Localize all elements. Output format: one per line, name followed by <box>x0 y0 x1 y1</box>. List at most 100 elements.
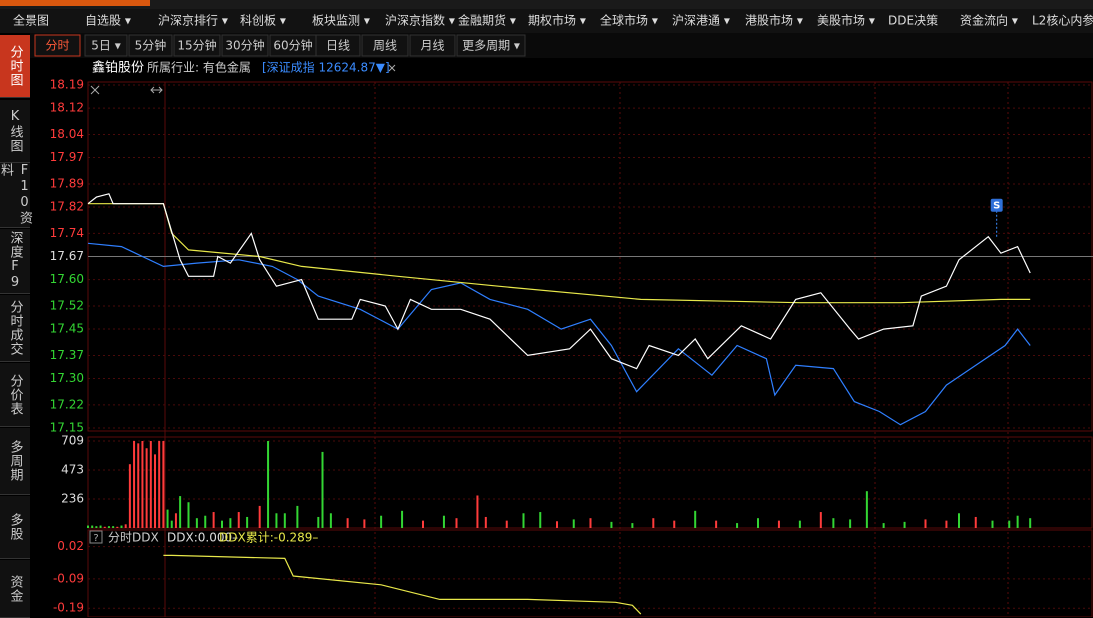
menu-item[interactable]: L2核心内参 <box>1032 13 1093 28</box>
volume-bar <box>832 518 835 528</box>
top-strip <box>0 0 1093 9</box>
volume-bar <box>91 525 94 528</box>
volume-bar <box>154 454 156 528</box>
volume-bar <box>141 441 144 528</box>
period-label[interactable]: 分时 <box>45 39 69 53</box>
period-label[interactable]: 15分钟 <box>177 38 216 53</box>
side-tab[interactable]: 深度F9 <box>0 229 30 294</box>
menu-bar <box>0 9 1093 33</box>
period-tab[interactable] <box>84 34 128 57</box>
help-icon-glyph: ? <box>93 533 98 544</box>
y-tick-label: 17.67 <box>50 249 84 263</box>
side-tab[interactable]: 分时成交 <box>0 295 30 362</box>
volume-bar <box>204 515 207 528</box>
signal-label: S <box>993 201 1000 212</box>
menu-item[interactable]: 美股市场 ▾ <box>817 13 875 28</box>
menu-item[interactable]: 沪深京指数 ▾ <box>385 13 455 28</box>
y-tick-label: 17.37 <box>50 348 84 362</box>
period-tab[interactable] <box>173 34 221 57</box>
volume-bar <box>849 519 852 528</box>
volume-bar <box>275 513 278 528</box>
menu-item[interactable]: 科创板 ▾ <box>240 14 286 28</box>
volume-bar <box>107 526 110 528</box>
period-label[interactable]: 5日 ▾ <box>91 39 120 53</box>
y-tick-label: 17.74 <box>50 226 84 240</box>
menu-item[interactable]: DDE决策 <box>888 14 938 28</box>
volume-bar <box>589 518 592 528</box>
help-icon[interactable] <box>89 530 103 544</box>
volume-bar <box>798 520 801 528</box>
period-tab[interactable] <box>315 34 361 57</box>
menu-item[interactable]: 自选股 ▾ <box>85 14 131 28</box>
side-tab[interactable]: 分时图 <box>0 35 30 98</box>
y-tick-label: 0.02 <box>57 539 84 553</box>
menu-item[interactable]: 板块监测 ▾ <box>312 14 370 28</box>
signal-badge[interactable] <box>990 198 1003 212</box>
volume-bar <box>195 518 198 528</box>
volume-bar <box>865 491 868 528</box>
volume-bar <box>321 451 324 528</box>
volume-bar <box>267 441 270 528</box>
period-label[interactable]: 更多周期 ▾ <box>462 39 520 53</box>
index-quote[interactable]: [深证成指 12624.87▼] <box>262 60 390 75</box>
period-label[interactable]: 周线 <box>373 39 397 53</box>
side-tab[interactable]: F10资料 <box>0 163 32 228</box>
volume-bar <box>958 513 960 528</box>
side-tab[interactable]: K线图 <box>0 100 30 163</box>
period-label[interactable]: 日线 <box>326 39 350 53</box>
y-tick-label: 709 <box>61 434 84 448</box>
close-index-icon[interactable] <box>388 64 396 72</box>
stock-name: 鑫铂股份 <box>92 60 144 76</box>
volume-bar <box>133 441 136 528</box>
volume-bar <box>363 519 366 528</box>
period-tab[interactable] <box>34 34 81 57</box>
volume-bar <box>212 512 215 528</box>
menu-item[interactable]: 全球市场 ▾ <box>600 13 658 28</box>
period-tab[interactable] <box>128 34 173 57</box>
volume-bar <box>380 515 383 528</box>
volume-bar <box>158 441 161 528</box>
y-tick-label: 17.82 <box>50 200 84 214</box>
menu-item[interactable]: 港股市场 ▾ <box>745 13 803 28</box>
volume-bar <box>124 524 127 528</box>
menu-item[interactable]: 沪深港通 ▾ <box>672 14 730 28</box>
menu-item[interactable]: 资金流向 ▾ <box>960 13 1018 28</box>
volume-bar <box>283 513 286 528</box>
period-label[interactable]: 60分钟 <box>273 38 312 53</box>
menu-item[interactable]: 全景图 <box>13 13 49 28</box>
volume-bar <box>442 515 445 528</box>
period-tab[interactable] <box>409 34 456 57</box>
period-tab[interactable] <box>221 34 269 57</box>
volume-bar <box>522 513 525 528</box>
period-label[interactable]: 月线 <box>420 39 444 53</box>
menu-item[interactable]: 期权市场 ▾ <box>528 13 586 28</box>
volume-bar <box>610 521 613 528</box>
menu-item[interactable]: 沪深京排行 ▾ <box>158 14 228 28</box>
ddx-label: DDX:0.000– <box>167 531 238 545</box>
expand-icon[interactable] <box>150 86 163 94</box>
volume-bar <box>974 516 977 528</box>
side-tab[interactable]: 多股 <box>0 496 30 559</box>
y-tick-label: 18.12 <box>50 101 84 115</box>
volume-bar <box>221 520 223 528</box>
period-label[interactable]: 30分钟 <box>225 38 264 53</box>
volume-bar <box>258 505 261 528</box>
period-label[interactable]: 5分钟 <box>135 38 167 53</box>
close-icon[interactable] <box>90 85 100 95</box>
volume-bar <box>556 521 558 528</box>
period-tab[interactable] <box>456 34 526 57</box>
side-tab[interactable]: 多周期 <box>0 428 30 495</box>
series-line <box>87 193 1031 370</box>
volume-bar <box>539 512 542 528</box>
period-tab[interactable] <box>361 34 409 57</box>
volume-bar <box>246 516 249 528</box>
ddx-label: DDX累计:-0.289– <box>219 531 318 545</box>
menu-item[interactable]: 金融期货 ▾ <box>458 13 516 28</box>
side-tab[interactable]: 分价表 <box>0 363 30 427</box>
volume-bar <box>819 512 822 528</box>
volume-bar <box>120 525 123 528</box>
volume-bar <box>296 505 299 528</box>
side-tab[interactable]: 资金 <box>0 560 30 618</box>
y-tick-label: 473 <box>61 462 84 476</box>
